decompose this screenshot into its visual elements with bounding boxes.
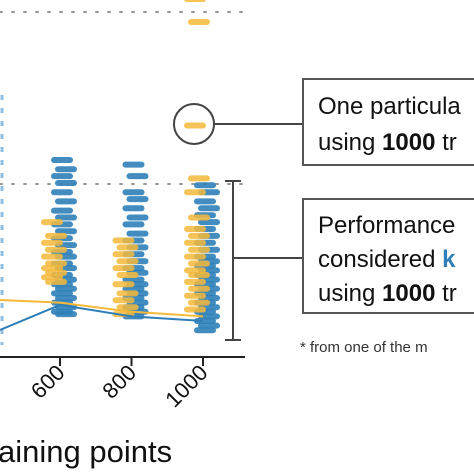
data-point-blue [55, 214, 77, 221]
annotation-1-line-1: One particula [318, 93, 461, 120]
data-point-yellow [112, 237, 135, 244]
data-point-yellow [188, 272, 210, 278]
annotation-2-line-3: using 1000 tr [318, 280, 457, 307]
data-point-blue [55, 285, 77, 292]
x-axis-label: aining points [0, 434, 172, 469]
mean-lines [0, 299, 204, 331]
data-point-blue [55, 166, 77, 173]
annotation-2-line-2-pre: considered [318, 246, 442, 273]
data-point-blue [122, 285, 145, 292]
data-point-blue [122, 205, 145, 212]
data-point-yellow [116, 290, 139, 297]
data-point-blue [194, 327, 216, 334]
data-point-blue [55, 180, 77, 186]
data-point-yellow [116, 304, 139, 311]
data-point-blue [51, 290, 73, 297]
data-point-blue [55, 311, 77, 318]
data-point-blue [55, 198, 77, 205]
data-point-yellow [45, 269, 67, 276]
data-point-yellow [45, 260, 67, 267]
data-point-yellow [112, 265, 135, 272]
data-point-blue [198, 313, 220, 320]
data-point-yellow [41, 274, 63, 281]
data-point-yellow [45, 232, 67, 239]
data-point-yellow [188, 285, 210, 292]
footnote: * from one of the m [300, 339, 428, 356]
data-point-blue [122, 221, 145, 228]
data-point-yellow [188, 175, 210, 182]
data-point-yellow [116, 258, 139, 265]
data-point-blue [122, 161, 145, 168]
annotation-2-line-1: Performance [318, 212, 455, 239]
mean-line-yellow [0, 299, 204, 318]
data-point-blue [126, 173, 149, 180]
data-point-blue [198, 322, 220, 329]
data-point-yellow [41, 219, 63, 226]
data-point-yellow [41, 253, 63, 260]
data-marks [41, 0, 220, 334]
data-point-yellow [112, 297, 135, 304]
data-point-blue [194, 318, 216, 324]
data-point-blue [194, 182, 216, 189]
annotation-2-line-3-post: tr [435, 280, 456, 307]
data-point-yellow [41, 265, 63, 272]
annotation-2-line-3-bold: 1000 [382, 280, 435, 307]
data-point-yellow [184, 122, 206, 129]
data-point-yellow [188, 246, 210, 253]
data-point-yellow [112, 281, 135, 288]
annotation-2-line-2: considered k [318, 246, 456, 273]
data-point-yellow [184, 292, 206, 299]
mean-line-blue [0, 303, 204, 331]
data-point-blue [122, 276, 145, 283]
data-point-blue [51, 173, 73, 180]
data-point-blue [126, 230, 149, 237]
data-point-yellow [188, 19, 210, 25]
data-point-yellow [112, 251, 135, 258]
x-tick-label: 600 [26, 360, 70, 404]
data-point-yellow [184, 189, 206, 196]
data-point-yellow [188, 214, 210, 221]
annotation-1-line-2-bold: 1000 [382, 129, 435, 156]
data-point-yellow [184, 0, 206, 2]
x-tick-label: 800 [97, 360, 141, 404]
data-point-yellow [45, 246, 67, 253]
data-point-blue [51, 157, 73, 163]
data-point-blue [198, 205, 220, 212]
annotation-box-2 [302, 198, 474, 314]
data-point-blue [55, 295, 77, 301]
data-point-yellow [188, 232, 210, 239]
data-point-blue [198, 219, 220, 226]
data-point-yellow [184, 267, 206, 274]
data-point-yellow [184, 306, 206, 313]
annotation-1-line-2: using 1000 tr [318, 129, 457, 156]
x-tick-label: 1000 [160, 360, 212, 412]
data-point-blue [194, 198, 216, 205]
data-point-yellow [188, 260, 210, 267]
data-point-blue [122, 189, 145, 196]
data-point-yellow [188, 299, 210, 306]
data-point-yellow [184, 278, 206, 285]
annotation-box-1 [302, 78, 474, 166]
data-point-blue [126, 214, 149, 221]
data-point-blue [51, 207, 73, 214]
annotation-2-line-3-pre: using [318, 280, 382, 307]
data-point-yellow [41, 239, 63, 246]
annotation-1-line-2-pre: using [318, 129, 382, 156]
data-point-blue [51, 189, 73, 196]
data-point-yellow [116, 244, 139, 251]
data-point-yellow [184, 226, 206, 232]
annotation-1-line-2-post: tr [435, 129, 456, 156]
data-point-yellow [184, 253, 206, 260]
x-ticks: 600 800 1000 [26, 357, 213, 412]
annotation-2-line-2-highlight: k [442, 246, 456, 273]
data-point-yellow [116, 272, 139, 278]
data-point-blue [126, 196, 149, 203]
data-point-blue [55, 228, 77, 235]
data-point-yellow [184, 239, 206, 246]
data-point-yellow [45, 278, 67, 285]
